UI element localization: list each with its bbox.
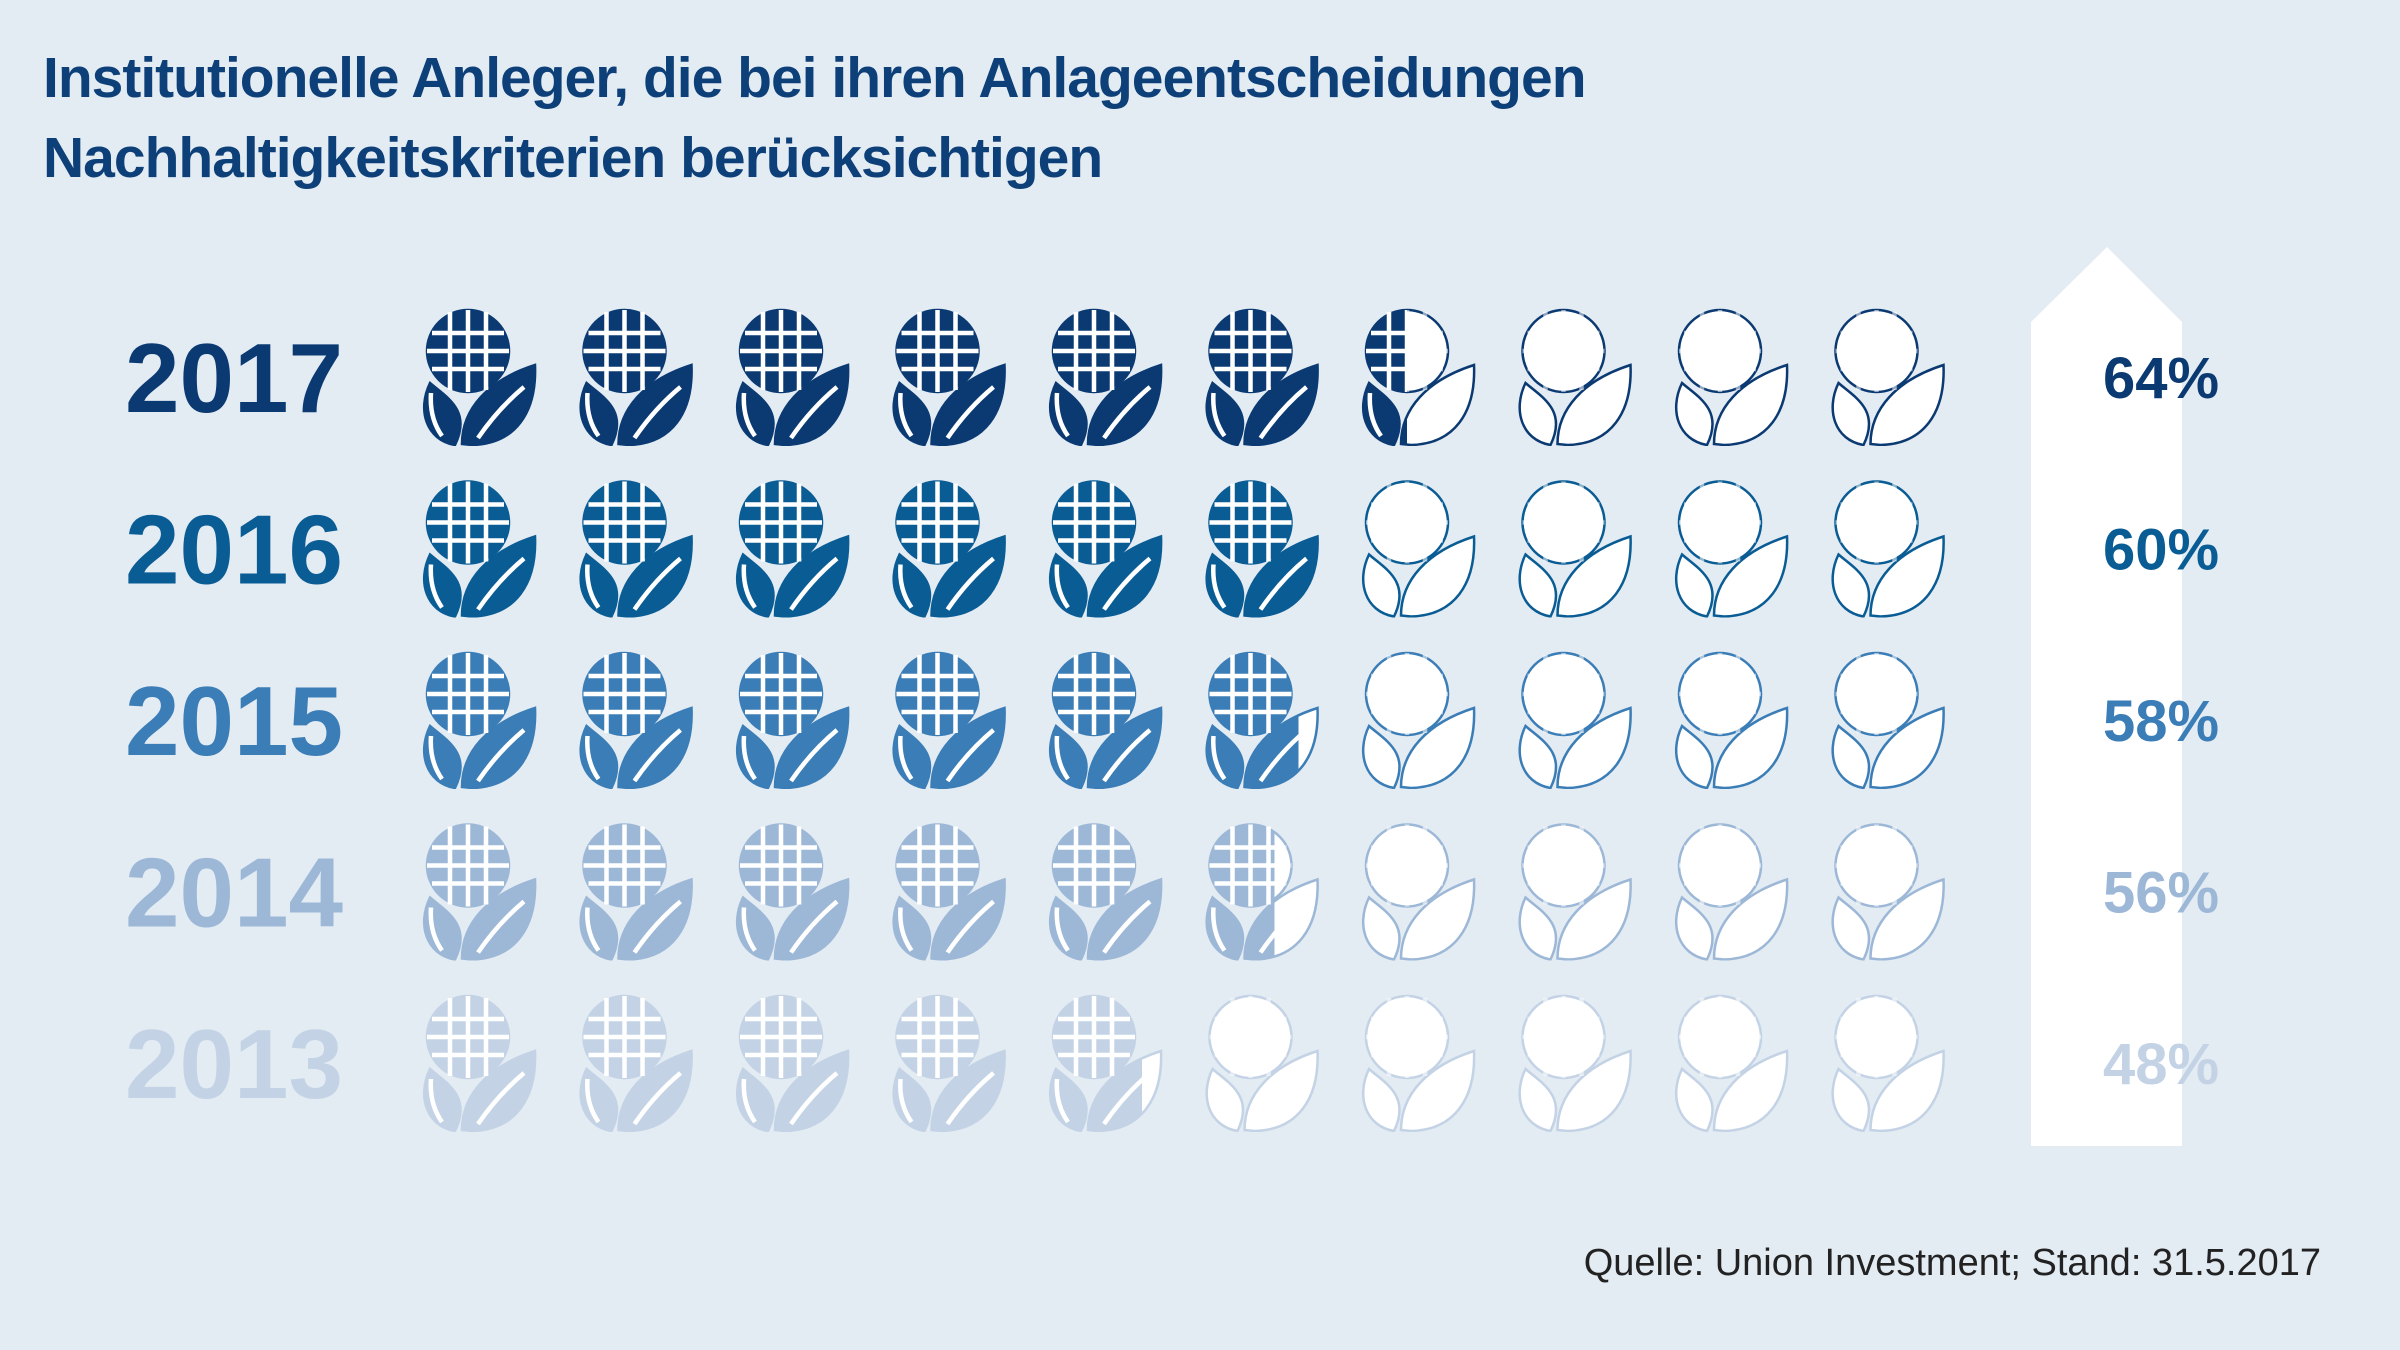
- globe-leaf-icon: [422, 825, 537, 961]
- globe-leaf-icon: [1205, 482, 1319, 618]
- globe-leaf-icon: [422, 310, 537, 446]
- globe-leaf-icon: [735, 996, 850, 1132]
- globe-leaf-icon: [735, 825, 850, 961]
- globe-leaf-icon: [1048, 996, 1163, 1132]
- globe-leaf-icon: [579, 482, 693, 618]
- globe-leaf-icon: [1048, 653, 1163, 789]
- globe-leaf-icon: [735, 310, 850, 446]
- year-label: 2015: [125, 666, 343, 776]
- globe-leaf-icon: [1674, 482, 1789, 618]
- globe-leaf-icon: [892, 825, 1006, 961]
- globe-leaf-icon: [1518, 482, 1632, 618]
- value-label: 48%: [2103, 1032, 2219, 1097]
- globe-leaf-icon: [1361, 310, 1476, 446]
- globe-leaf-icon: [1831, 653, 1945, 789]
- title-line-2: Nachhaltigkeitskriterien berücksichtigen: [43, 126, 1103, 190]
- globe-leaf-icon: [422, 996, 537, 1132]
- source-note: Quelle: Union Investment; Stand: 31.5.20…: [1583, 1242, 2321, 1284]
- year-label: 2016: [125, 495, 343, 605]
- globe-leaf-icon: [579, 310, 693, 446]
- row-2016: 2016: [125, 482, 1945, 618]
- globe-leaf-icon: [579, 653, 693, 789]
- title-line-1: Institutionelle Anleger, die bei ihren A…: [43, 46, 1587, 110]
- globe-leaf-icon: [735, 653, 850, 789]
- globe-leaf-icon: [892, 310, 1006, 446]
- globe-leaf-icon: [1048, 310, 1163, 446]
- row-2013: 2013: [125, 996, 1945, 1132]
- globe-leaf-icon: [892, 482, 1006, 618]
- row-2014: 2014: [125, 825, 1945, 961]
- globe-leaf-icon: [1361, 482, 1476, 618]
- year-label: 2013: [125, 1009, 343, 1119]
- chart-title: Institutionelle Anleger, die bei ihren A…: [43, 38, 1587, 198]
- globe-leaf-icon: [1674, 996, 1789, 1132]
- globe-leaf-icon: [1518, 825, 1632, 961]
- year-label: 2017: [125, 323, 343, 433]
- globe-leaf-icon: [422, 653, 537, 789]
- globe-leaf-icon: [1205, 310, 1319, 446]
- globe-leaf-icon: [579, 996, 693, 1132]
- year-label: 2014: [125, 838, 343, 948]
- globe-leaf-icon: [1674, 310, 1789, 446]
- globe-leaf-icon: [1831, 482, 1945, 618]
- row-2015: 2015: [125, 653, 1945, 789]
- globe-leaf-icon: [422, 482, 537, 618]
- globe-leaf-icon: [1361, 825, 1476, 961]
- globe-leaf-icon: [1205, 653, 1319, 789]
- globe-leaf-icon: [579, 825, 693, 961]
- globe-leaf-icon: [735, 482, 850, 618]
- globe-leaf-icon: [1674, 653, 1789, 789]
- globe-leaf-icon: [1674, 825, 1789, 961]
- globe-leaf-icon: [1518, 653, 1632, 789]
- globe-leaf-icon: [1518, 996, 1632, 1132]
- globe-leaf-icon: [1361, 653, 1476, 789]
- globe-leaf-icon: [1831, 310, 1945, 446]
- globe-leaf-icon: [1518, 310, 1632, 446]
- globe-leaf-icon: [892, 996, 1006, 1132]
- globe-leaf-icon: [1831, 996, 1945, 1132]
- value-label: 60%: [2103, 518, 2219, 583]
- globe-leaf-icon: [1048, 482, 1163, 618]
- globe-leaf-icon: [1205, 825, 1319, 961]
- value-label: 58%: [2103, 689, 2219, 754]
- globe-leaf-icon: [1361, 996, 1476, 1132]
- globe-leaf-icon: [1205, 996, 1319, 1132]
- globe-leaf-icon: [1048, 825, 1163, 961]
- value-label: 56%: [2103, 861, 2219, 926]
- globe-leaf-icon: [1831, 825, 1945, 961]
- globe-leaf-icon: [892, 653, 1006, 789]
- row-2017: 2017: [125, 310, 1945, 446]
- value-panel: [2031, 247, 2182, 1146]
- value-label: 64%: [2103, 346, 2219, 411]
